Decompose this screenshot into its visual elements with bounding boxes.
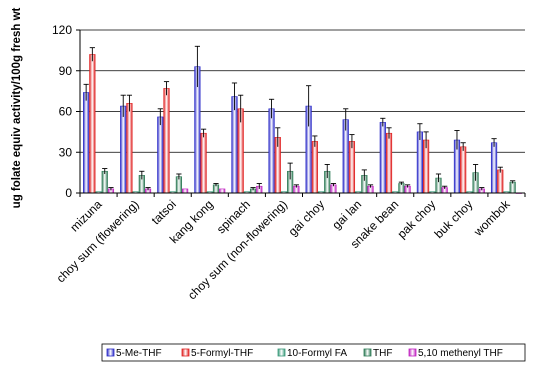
bar-5-formyl-thf-mizuna [89, 54, 96, 194]
error-bar-5-me-thf-gai-lan [343, 108, 349, 131]
legend-label-5-formyl-thf: 5-Formyl-THF [191, 348, 253, 359]
error-bar-5-formyl-thf-choy-sum-non-flowering [275, 127, 281, 147]
error-bar-5-formyl-thf-buk-choy [460, 142, 466, 151]
error-bar-5-formyl-thf-choy-sum-flowering [126, 94, 133, 112]
bar-5-formyl-thf-tatsoi [163, 88, 170, 194]
y-tick-label: 0 [65, 186, 72, 200]
bar-5-10-methenyl-thf-kang-kong [219, 188, 226, 194]
y-tick-labels: 0 30 60 90 120 [52, 23, 72, 200]
y-tick-label: 120 [52, 23, 72, 37]
x-tick-label-buk-choy: buk choy [432, 197, 476, 241]
error-bar-5-me-thf-gai-choy [306, 85, 312, 127]
bar-thf-wombok [509, 181, 516, 194]
gridlines [80, 29, 525, 153]
bar-thf-mizuna [101, 170, 108, 194]
y-tick-label: 30 [59, 145, 73, 159]
legend-swatch-5-me-thf [106, 348, 115, 357]
legend-label-thf: THF [373, 348, 392, 359]
bar-5-formyl-thf-buk-choy [460, 146, 467, 194]
error-bar-thf-tatsoi [176, 173, 182, 180]
error-bar-5-me-thf-kang-kong [194, 45, 200, 88]
y-axis-title: ug folate equiv activity/100g fresh wt [11, 7, 23, 208]
error-bar-thf-pak-choy [435, 173, 442, 183]
error-bar-thf-spinach [250, 187, 256, 191]
error-bar-5-10-methenyl-thf-spinach [256, 183, 262, 189]
error-bar-5-me-thf-spinach [231, 82, 238, 111]
bar-5-me-thf-gai-lan [342, 119, 349, 194]
error-bar-5-me-thf-choy-sum-flowering [120, 94, 126, 117]
bar-5-me-thf-tatsoi [157, 116, 164, 194]
y-tick-label: 90 [59, 64, 73, 78]
error-bar-thf-snake-bean [398, 181, 405, 185]
error-bar-5-me-thf-choy-sum-non-flowering [268, 98, 275, 119]
error-bar-5-me-thf-mizuna [83, 83, 89, 101]
error-bars [83, 45, 516, 191]
error-bar-5-formyl-thf-kang-kong [200, 128, 207, 138]
error-bar-5-me-thf-buk-choy [454, 130, 460, 150]
error-bar-5-formyl-thf-gai-lan [349, 134, 355, 149]
error-bar-5-me-thf-pak-choy [417, 123, 423, 141]
legend-swatch-5-10-methenyl-thf [408, 348, 417, 357]
error-bar-5-formyl-thf-spinach [238, 94, 244, 123]
bar-5-me-thf-pak-choy [416, 131, 423, 194]
error-bar-5-formyl-thf-mizuna [89, 47, 95, 62]
error-bar-5-10-methenyl-thf-mizuna [108, 187, 114, 191]
x-tick-label-pak-choy: pak choy [395, 197, 439, 241]
error-bar-5-10-methenyl-thf-gai-lan [367, 184, 374, 188]
bar-5-me-thf-choy-sum-non-flowering [268, 108, 275, 194]
x-tick-label-tatsoi: tatsoi [149, 197, 179, 227]
error-bar-5-me-thf-snake-bean [380, 117, 386, 127]
error-bar-5-formyl-thf-tatsoi [163, 81, 170, 96]
bar-5-formyl-thf-kang-kong [200, 132, 207, 194]
error-bar-thf-gai-lan [361, 169, 367, 181]
bars [83, 54, 522, 194]
error-bar-5-10-methenyl-thf-choy-sum-non-flowering [293, 184, 299, 188]
bar-5-formyl-thf-snake-bean [385, 132, 393, 194]
error-bar-thf-gai-choy [324, 164, 330, 179]
bar-5-me-thf-mizuna [83, 92, 90, 194]
bar-5-formyl-thf-gai-lan [348, 141, 356, 194]
legend-label-10-formyl-fa: 10-Formyl FA [287, 348, 347, 359]
error-bar-5-10-methenyl-thf-choy-sum-flowering [145, 187, 151, 191]
error-bar-thf-choy-sum-non-flowering [287, 162, 293, 180]
error-bar-5-10-methenyl-thf-buk-choy [479, 187, 485, 191]
error-bar-5-me-thf-tatsoi [157, 108, 163, 126]
legend-label-5-10-methenyl-thf: 5,10 methenyl THF [418, 348, 503, 359]
bar-5-me-thf-spinach [231, 96, 238, 194]
bar-5-me-thf-choy-sum-flowering [120, 105, 127, 194]
legend-swatch-5-formyl-thf [181, 348, 190, 357]
legend-label-5-me-thf: 5-Me-THF [116, 348, 162, 359]
error-bar-thf-wombok [510, 180, 516, 184]
error-bar-5-formyl-thf-snake-bean [386, 127, 392, 139]
legend-swatch-thf [363, 348, 372, 357]
error-bar-thf-kang-kong [213, 183, 219, 187]
error-bar-5-me-thf-wombok [491, 138, 497, 147]
error-bar-5-10-methenyl-thf-pak-choy [442, 185, 448, 189]
bar-5-me-thf-snake-bean [379, 122, 386, 194]
bar-thf-snake-bean [398, 183, 405, 194]
legend-swatch-10-formyl-fa [277, 348, 286, 357]
legend-box [101, 343, 526, 362]
bar-5-me-thf-wombok [490, 142, 498, 194]
error-bar-5-10-methenyl-thf-snake-bean [405, 184, 411, 188]
error-bar-5-10-methenyl-thf-gai-choy [330, 183, 337, 187]
bar-5-formyl-thf-wombok [497, 169, 504, 194]
legend: 5-Me-THF 5-Formyl-THF 10-Formyl FA THF 5,10 … [101, 343, 526, 362]
error-bar-5-formyl-thf-wombok [497, 166, 503, 173]
error-bar-thf-buk-choy [472, 164, 479, 181]
x-tick-label-gai-choy: gai choy [286, 197, 328, 239]
bar-5-formyl-thf-choy-sum-flowering [126, 103, 133, 194]
error-bar-5-formyl-thf-gai-choy [312, 135, 318, 147]
x-tick-label-wombok: wombok [470, 197, 513, 240]
axes [76, 29, 526, 197]
error-bar-thf-choy-sum-flowering [139, 170, 145, 180]
error-bar-5-formyl-thf-pak-choy [423, 131, 429, 149]
error-bar-thf-mizuna [102, 168, 108, 174]
x-tick-label-gai-lan: gai lan [329, 197, 364, 232]
bar-5-formyl-thf-gai-choy [311, 141, 318, 194]
bar-5-10-methenyl-thf-tatsoi [182, 188, 189, 194]
y-tick-label: 60 [59, 105, 73, 119]
